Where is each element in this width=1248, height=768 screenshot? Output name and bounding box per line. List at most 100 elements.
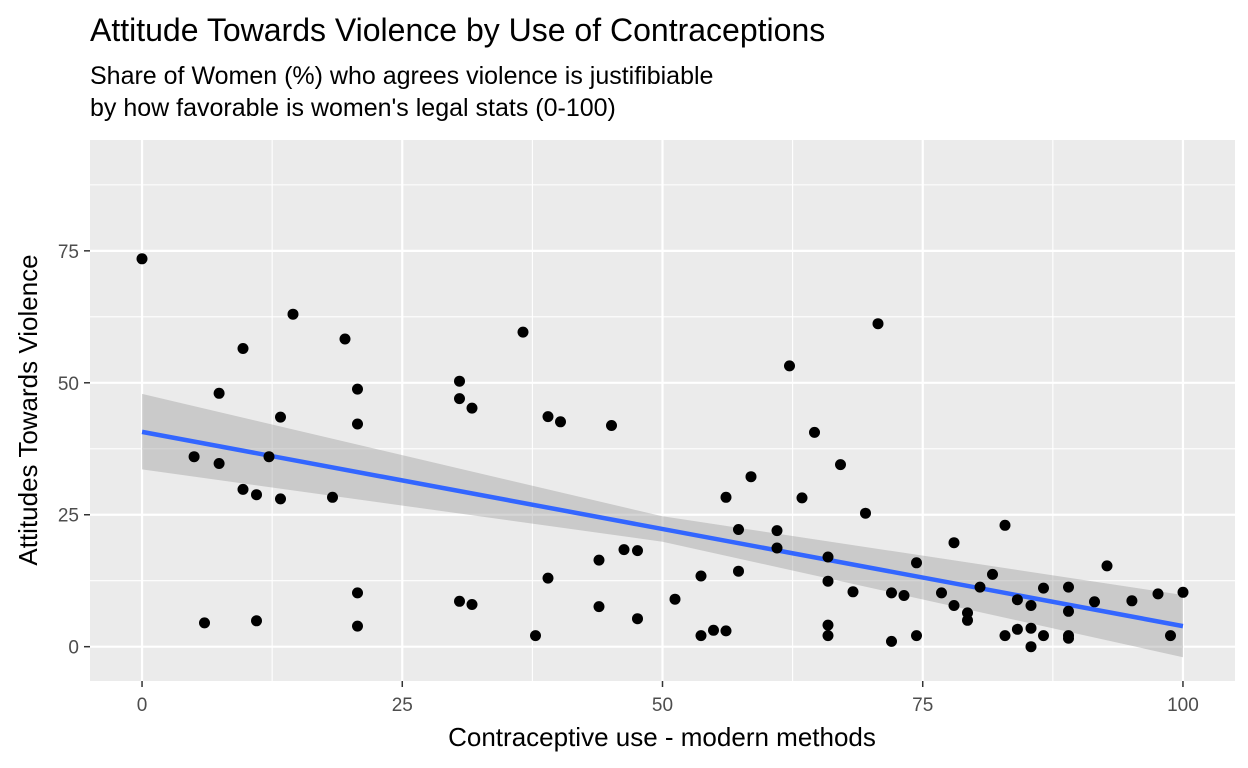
data-point-59: [898, 590, 910, 601]
data-point-60: [911, 557, 922, 569]
x-tick-label-0: 0: [137, 695, 148, 716]
x-tick-label-1: 25: [392, 695, 413, 716]
y-tick-label-2: 50: [58, 374, 79, 395]
data-point-13: [327, 491, 338, 503]
y-tick-label-3: 75: [58, 242, 79, 263]
data-point-44: [771, 525, 783, 537]
data-point-78: [1063, 581, 1074, 593]
data-point-27: [542, 572, 554, 584]
data-point-4: [213, 458, 225, 469]
chart-title: Attitude Towards Violence by Use of Cont…: [90, 12, 825, 48]
data-point-28: [555, 416, 566, 428]
data-point-9: [263, 451, 275, 463]
data-point-57: [886, 587, 897, 599]
data-point-23: [466, 599, 478, 610]
data-point-3: [213, 387, 225, 399]
data-point-11: [275, 493, 286, 505]
chart-subtitle-line-1: Share of Women (%) who agrees violence i…: [90, 62, 713, 90]
data-point-54: [847, 586, 859, 598]
data-point-12: [287, 308, 299, 320]
data-point-86: [1165, 630, 1176, 642]
data-point-22: [466, 402, 478, 414]
data-point-45: [771, 542, 783, 554]
data-point-62: [936, 587, 947, 599]
x-axis-title: Contraceptive use - modern methods: [448, 722, 876, 752]
data-point-55: [860, 507, 871, 519]
chart-subtitle-line-2: by how favorable is women's legal stats …: [90, 94, 616, 122]
data-point-84: [1126, 595, 1138, 607]
data-point-79: [1063, 605, 1074, 617]
data-point-87: [1177, 586, 1189, 598]
data-point-72: [1011, 623, 1023, 635]
data-point-67: [974, 581, 986, 593]
axis-ticks: 0 25 50 75 100 0 25 50 75: [58, 242, 1199, 716]
data-point-82: [1089, 596, 1100, 608]
data-point-16: [352, 418, 363, 430]
data-point-34: [632, 613, 643, 625]
data-point-71: [1011, 594, 1023, 606]
scatter-points: [136, 253, 1189, 653]
data-point-70: [999, 630, 1011, 642]
data-point-35: [669, 593, 681, 605]
data-point-76: [1038, 582, 1049, 594]
data-point-68: [987, 568, 998, 580]
data-point-2: [199, 617, 210, 629]
data-point-83: [1101, 560, 1113, 572]
data-point-5: [237, 343, 249, 354]
y-tick-label-1: 25: [58, 506, 79, 527]
data-point-26: [542, 411, 554, 423]
data-point-7: [251, 489, 262, 501]
data-point-24: [517, 326, 529, 338]
trend-line: [141, 429, 1184, 629]
data-point-61: [911, 630, 922, 642]
data-point-66: [962, 614, 973, 626]
data-point-81: [1063, 632, 1074, 644]
major-gridlines: [90, 140, 1235, 681]
data-point-42: [733, 565, 744, 577]
data-point-38: [708, 624, 719, 636]
data-point-8: [251, 615, 262, 627]
data-point-0: [136, 253, 148, 265]
data-point-14: [339, 333, 351, 345]
data-point-20: [454, 393, 465, 405]
data-point-18: [352, 620, 363, 632]
data-point-43: [745, 471, 757, 483]
data-point-19: [454, 375, 465, 387]
x-tick-label-2: 50: [652, 695, 673, 716]
data-point-50: [822, 575, 834, 587]
data-point-33: [632, 545, 643, 557]
data-point-1: [188, 451, 200, 463]
data-point-51: [822, 619, 834, 631]
data-point-32: [618, 544, 630, 556]
data-point-77: [1038, 630, 1049, 642]
trend-line-layer: [141, 429, 1184, 629]
data-point-58: [886, 635, 897, 647]
data-point-73: [1025, 600, 1037, 611]
data-point-30: [593, 601, 605, 613]
data-point-37: [695, 630, 707, 642]
data-point-25: [530, 630, 541, 642]
data-point-21: [454, 595, 465, 607]
data-point-75: [1025, 641, 1037, 653]
confidence-band-layer: [142, 393, 1183, 658]
data-point-10: [275, 411, 286, 423]
data-point-39: [720, 491, 732, 503]
data-point-64: [948, 600, 960, 611]
y-tick-label-0: 0: [68, 638, 79, 659]
data-point-48: [809, 426, 820, 438]
x-tick-label-3: 75: [912, 695, 933, 716]
y-axis-title: Attitudes Towards Violence: [13, 254, 43, 565]
data-point-31: [606, 420, 617, 431]
data-point-36: [695, 570, 707, 582]
confidence-band: [142, 393, 1183, 658]
data-point-40: [720, 625, 732, 637]
data-point-74: [1025, 622, 1037, 634]
data-point-46: [784, 360, 795, 372]
data-point-69: [999, 519, 1011, 531]
data-point-85: [1152, 588, 1164, 600]
data-point-47: [796, 492, 808, 504]
data-point-41: [733, 524, 744, 535]
data-point-15: [352, 383, 363, 395]
data-point-56: [872, 318, 884, 330]
